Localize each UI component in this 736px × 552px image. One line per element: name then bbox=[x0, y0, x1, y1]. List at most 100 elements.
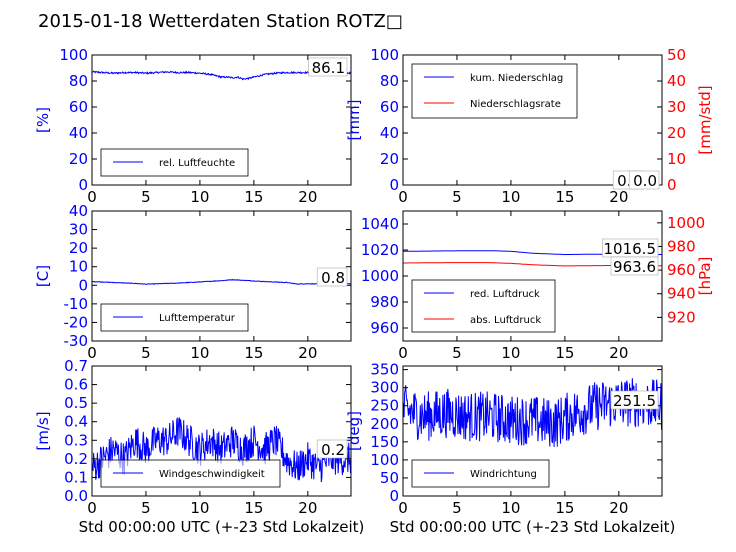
y-tick-label: 0.7 bbox=[64, 357, 88, 375]
legend: rel. Luftfeuchte bbox=[100, 148, 249, 177]
y-tick-label: 20 bbox=[69, 150, 88, 168]
x-tick-label: 5 bbox=[141, 188, 151, 206]
y-axis-label: [m/s] bbox=[34, 411, 52, 450]
x-tick-label: 10 bbox=[501, 344, 520, 362]
y-tick-label: 60 bbox=[380, 98, 399, 116]
legend: kum. Niederschlag Niederschlagsrate bbox=[411, 63, 578, 119]
legend-entry: Lufttemperatur bbox=[159, 313, 236, 324]
y-tick-label: 40 bbox=[69, 202, 88, 220]
figure-title: 2015-01-18 Wetterdaten Station ROTZ□ bbox=[38, 11, 403, 32]
legend-entry: red. Luftdruck bbox=[470, 289, 540, 300]
y-tick-label: 300 bbox=[370, 379, 399, 397]
x-tick-label: 0 bbox=[87, 344, 97, 362]
legend-entry: abs. Luftdruck bbox=[470, 315, 541, 326]
y-right-tick-label: 30 bbox=[667, 98, 686, 116]
plot-frame bbox=[91, 210, 352, 342]
y-tick-label: 250 bbox=[370, 397, 399, 415]
y-tick-label: 0.1 bbox=[64, 468, 88, 486]
x-tick-label: 5 bbox=[452, 499, 462, 517]
series-line-0 bbox=[92, 70, 351, 81]
x-tick-label: 5 bbox=[141, 344, 151, 362]
panel-precipitation: 0 5 10 15 20 0 20 40 60 80 100 0 10 20 30 40 50 [mm] [mm/s… bbox=[345, 46, 714, 206]
y-tick-label: 0.6 bbox=[64, 376, 88, 394]
panel-pressure: 0 5 10 15 20 960 980 1000 1020 1040 920 940 960 980 10… bbox=[361, 210, 714, 362]
x-tick-label: 15 bbox=[555, 499, 574, 517]
x-tick-label: 15 bbox=[555, 344, 574, 362]
x-tick-label: 0 bbox=[398, 499, 408, 517]
x-tick-label: 10 bbox=[501, 188, 520, 206]
x-tick-label: 20 bbox=[609, 499, 628, 517]
y-tick-label: -30 bbox=[64, 332, 89, 350]
y-tick-label: 100 bbox=[370, 451, 399, 469]
y-tick-label: 0.2 bbox=[64, 450, 88, 468]
y-tick-label: 40 bbox=[380, 124, 399, 142]
y-axis-label: [mm] bbox=[345, 100, 363, 141]
x-tick-label: 0 bbox=[398, 188, 408, 206]
value-annotation-box bbox=[628, 170, 660, 190]
y-tick-label: 200 bbox=[370, 415, 399, 433]
y-tick-label: 150 bbox=[370, 433, 399, 451]
legend-entry: Windrichtung bbox=[470, 469, 537, 480]
value-annotation: 963.6 bbox=[613, 258, 656, 276]
plot-frame bbox=[402, 365, 663, 497]
y-tick-label: 980 bbox=[370, 293, 399, 311]
y-tick-label: 1020 bbox=[361, 241, 399, 259]
series-line-0 bbox=[403, 378, 662, 448]
legend-entry: Niederschlagsrate bbox=[470, 99, 561, 110]
y-tick-label: 100 bbox=[370, 46, 399, 64]
y-tick-label: 80 bbox=[69, 72, 88, 90]
x-axis-label: Std 00:00:00 UTC (+-23 Std Lokalzeit) bbox=[79, 518, 365, 536]
y-tick-label: 1040 bbox=[361, 215, 399, 233]
x-tick-label: 20 bbox=[298, 499, 317, 517]
series-line-0 bbox=[92, 417, 351, 483]
y-tick-label: 960 bbox=[370, 319, 399, 337]
y-right-tick-label: 980 bbox=[667, 237, 696, 255]
x-tick-label: 0 bbox=[87, 188, 97, 206]
legend: Windrichtung bbox=[411, 459, 550, 488]
y-tick-label: 20 bbox=[69, 239, 88, 257]
value-annotation-box bbox=[610, 256, 659, 276]
y-tick-label: 80 bbox=[380, 72, 399, 90]
x-tick-label: 15 bbox=[555, 188, 574, 206]
y-right-tick-label: 940 bbox=[667, 285, 696, 303]
x-tick-label: 15 bbox=[244, 344, 263, 362]
y-tick-label: 30 bbox=[69, 221, 88, 239]
y-tick-label: 0 bbox=[78, 176, 88, 194]
x-tick-label: 20 bbox=[298, 188, 317, 206]
legend-entry: kum. Niederschlag bbox=[470, 73, 563, 84]
value-annotation-box bbox=[308, 57, 348, 77]
x-tick-label: 0 bbox=[87, 499, 97, 517]
x-tick-label: 0 bbox=[398, 344, 408, 362]
plot-frame bbox=[91, 54, 352, 186]
panel-humidity: 0 5 10 15 20 0 20 40 60 80 100 [%] rel. Luftfeuchte 8… bbox=[34, 46, 352, 206]
legend-entry: Windgeschwindigkeit bbox=[159, 469, 265, 480]
x-tick-label: 5 bbox=[141, 499, 151, 517]
plot-frame bbox=[91, 365, 352, 497]
value-annotation: 0.0 bbox=[633, 172, 657, 190]
y-axis-label: [C] bbox=[34, 265, 52, 287]
y-axis-label: [deg] bbox=[345, 411, 363, 451]
y-tick-label: 0 bbox=[389, 487, 399, 505]
y-tick-label: 100 bbox=[59, 46, 88, 64]
legend-box bbox=[411, 63, 578, 119]
y-tick-label: 0 bbox=[389, 176, 399, 194]
y-tick-label: 1000 bbox=[361, 267, 399, 285]
x-tick-label: 10 bbox=[501, 499, 520, 517]
y-tick-label: 0.3 bbox=[64, 431, 88, 449]
y-right-tick-label: 920 bbox=[667, 308, 696, 326]
y-tick-label: 0.4 bbox=[64, 413, 88, 431]
y-right-tick-label: 40 bbox=[667, 72, 686, 90]
x-tick-label: 20 bbox=[609, 344, 628, 362]
legend: Windgeschwindigkeit bbox=[100, 459, 281, 488]
x-tick-label: 5 bbox=[452, 188, 462, 206]
x-tick-label: 10 bbox=[190, 499, 209, 517]
x-tick-label: 20 bbox=[298, 344, 317, 362]
y-tick-label: 20 bbox=[380, 150, 399, 168]
value-annotation: 251.5 bbox=[613, 392, 656, 410]
legend: red. Luftdruck abs. Luftdruck bbox=[411, 279, 556, 333]
y-right-tick-label: 50 bbox=[667, 46, 686, 64]
value-annotation-box bbox=[610, 390, 659, 410]
y-tick-label: -10 bbox=[64, 295, 89, 313]
